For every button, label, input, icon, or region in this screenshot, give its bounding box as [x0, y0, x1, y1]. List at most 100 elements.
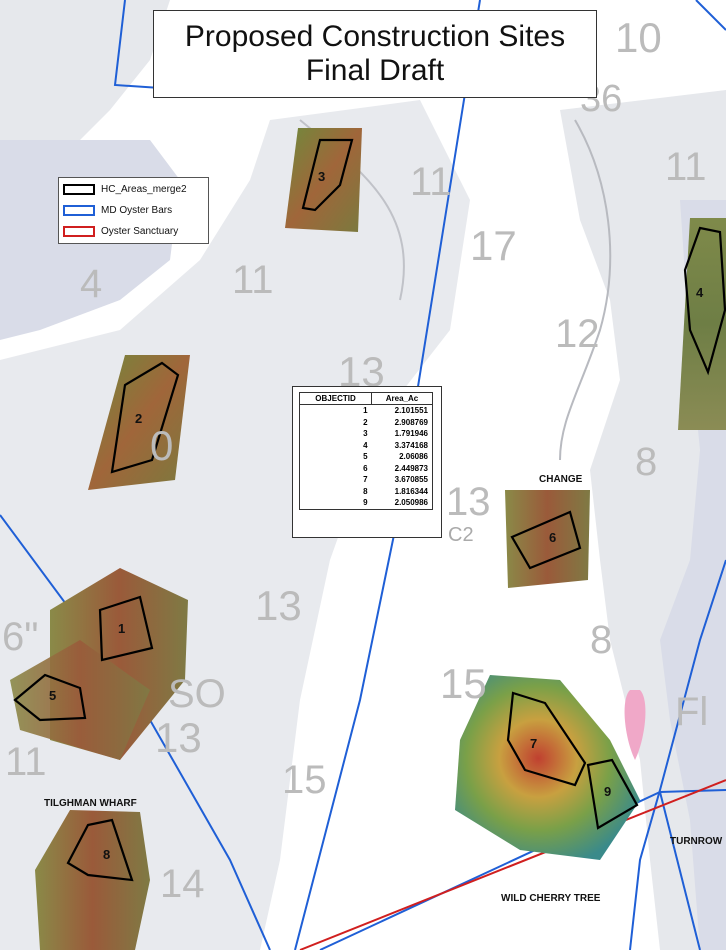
depth-sounding: 14	[160, 862, 205, 906]
cell-objectid: 3	[298, 428, 372, 440]
site-number: 2	[135, 411, 143, 426]
cell-objectid: 7	[298, 474, 372, 486]
place-label-turnrow: TURNROW	[670, 836, 723, 847]
cell-area: 2.908769	[371, 416, 433, 428]
table-row: 1 2.101551	[298, 404, 433, 417]
oyster-bar-outline	[659, 791, 701, 950]
legend-item: HC_Areas_merge2	[63, 181, 187, 197]
area-table-grid: OBJECTID Area_Ac 1 2.101551 2 2.908769 3 1.…	[298, 392, 433, 510]
depth-sounding: 6"	[2, 615, 39, 659]
table-row: 4 3.374168	[298, 439, 433, 451]
cell-area: 2.101551	[371, 404, 433, 417]
table-row: 9 2.050986	[298, 497, 433, 510]
site-outline-4	[683, 226, 726, 376]
cell-area: 1.791946	[371, 428, 433, 440]
table-row: 3 1.791946	[298, 428, 433, 440]
column-header: Area_Ac	[371, 392, 433, 405]
legend-label: Oyster Sanctuary	[101, 225, 179, 237]
depth-sounding: 12	[555, 312, 600, 356]
site-number: 9	[604, 784, 612, 799]
legend-item: Oyster Sanctuary	[63, 223, 178, 239]
depth-sounding: 13	[255, 582, 302, 629]
cell-area: 2.449873	[371, 462, 433, 474]
depth-sounding: SO	[168, 672, 226, 716]
cell-objectid: 1	[298, 404, 372, 417]
site-outline-1	[98, 595, 154, 662]
cell-objectid: 9	[298, 497, 372, 510]
site-number: 4	[696, 285, 704, 300]
site-outline-6	[510, 510, 582, 570]
depth-sounding: 11	[410, 160, 452, 204]
site-number: 1	[118, 621, 126, 636]
site-number: 7	[530, 736, 538, 751]
table-row: 6 2.449873	[298, 462, 433, 474]
table-row: 8 1.816344	[298, 485, 433, 497]
column-header: OBJECTID	[298, 392, 373, 405]
depth-sounding: 15	[282, 758, 327, 802]
table-row: 7 3.670855	[298, 474, 433, 486]
depth-sounding: 4	[80, 262, 103, 306]
channel-contour	[559, 119, 612, 461]
cell-area: 2.06086	[371, 451, 433, 463]
depth-sounding: 13	[446, 480, 491, 524]
cell-objectid: 2	[298, 416, 372, 428]
site-outline-8	[66, 818, 134, 882]
legend-swatch-sanctuary	[63, 225, 95, 237]
title-line-1: Proposed Construction Sites	[184, 20, 566, 53]
depth-sounding: 11	[232, 258, 274, 302]
cell-area: 3.374168	[371, 439, 433, 451]
site-number: 5	[49, 688, 57, 703]
survey-patch-7	[455, 675, 640, 860]
cell-objectid: 4	[298, 439, 372, 451]
legend: HC_Areas_merge2 MD Oyster Bars Oyster Sa…	[58, 177, 209, 244]
oyster-bar-outline	[294, 0, 481, 950]
survey-patch-5	[10, 640, 150, 760]
site-outline-2	[110, 361, 180, 474]
table-row: 5 2.06086	[298, 451, 433, 463]
site-outline-7	[506, 691, 587, 787]
depth-sounding: 8	[590, 618, 613, 662]
title-line-2: Final Draft	[305, 54, 445, 87]
legend-label: HC_Areas_merge2	[101, 183, 187, 195]
cell-objectid: 8	[298, 485, 372, 497]
cell-area: 2.050986	[371, 497, 433, 510]
area-table: OBJECTID Area_Ac 1 2.101551 2 2.908769 3 1.…	[292, 386, 442, 538]
cell-area: 1.816344	[371, 485, 433, 497]
depth-sounding: 11	[5, 740, 47, 784]
site-outline-3	[301, 138, 354, 212]
depth-sounding: 17	[470, 222, 517, 269]
cell-objectid: 5	[298, 451, 372, 463]
sanctuary-outline	[299, 779, 726, 950]
depth-sounding: 0	[150, 422, 174, 469]
depth-sounding: Fl	[675, 690, 709, 734]
depth-sounding: C2	[448, 524, 474, 546]
table-row: 2 2.908769	[298, 416, 433, 428]
shoal-area-west	[0, 0, 170, 280]
oyster-bar-outline	[695, 0, 726, 31]
place-label-wild-cherry-tree: WILD CHERRY TREE	[501, 893, 601, 904]
depth-sounding: 13	[155, 714, 202, 761]
place-label-change: CHANGE	[539, 474, 583, 485]
site-number: 8	[103, 847, 111, 862]
legend-swatch-oyster-bars	[63, 204, 95, 216]
depth-sounding: 15	[440, 660, 487, 707]
site-outline-5	[13, 673, 87, 722]
pink-marker	[624, 690, 646, 760]
cell-area: 3.670855	[371, 474, 433, 486]
depth-sounding: 8	[635, 440, 658, 484]
legend-label: MD Oyster Bars	[101, 204, 173, 216]
depth-sounding: 11	[665, 145, 707, 189]
oyster-bar-outline	[629, 559, 726, 950]
place-label-tilghman-wharf: TILGHMAN WHARF	[44, 798, 137, 809]
site-outline-9	[586, 758, 639, 830]
legend-swatch-hc-areas	[63, 183, 95, 195]
depth-sounding: 10	[615, 14, 662, 61]
survey-patch-4	[678, 218, 726, 430]
site-number: 3	[318, 169, 326, 184]
legend-item: MD Oyster Bars	[63, 202, 172, 218]
map-title: Proposed Construction Sites Final Draft	[153, 10, 597, 98]
cell-objectid: 6	[298, 462, 372, 474]
site-number: 6	[549, 530, 557, 545]
